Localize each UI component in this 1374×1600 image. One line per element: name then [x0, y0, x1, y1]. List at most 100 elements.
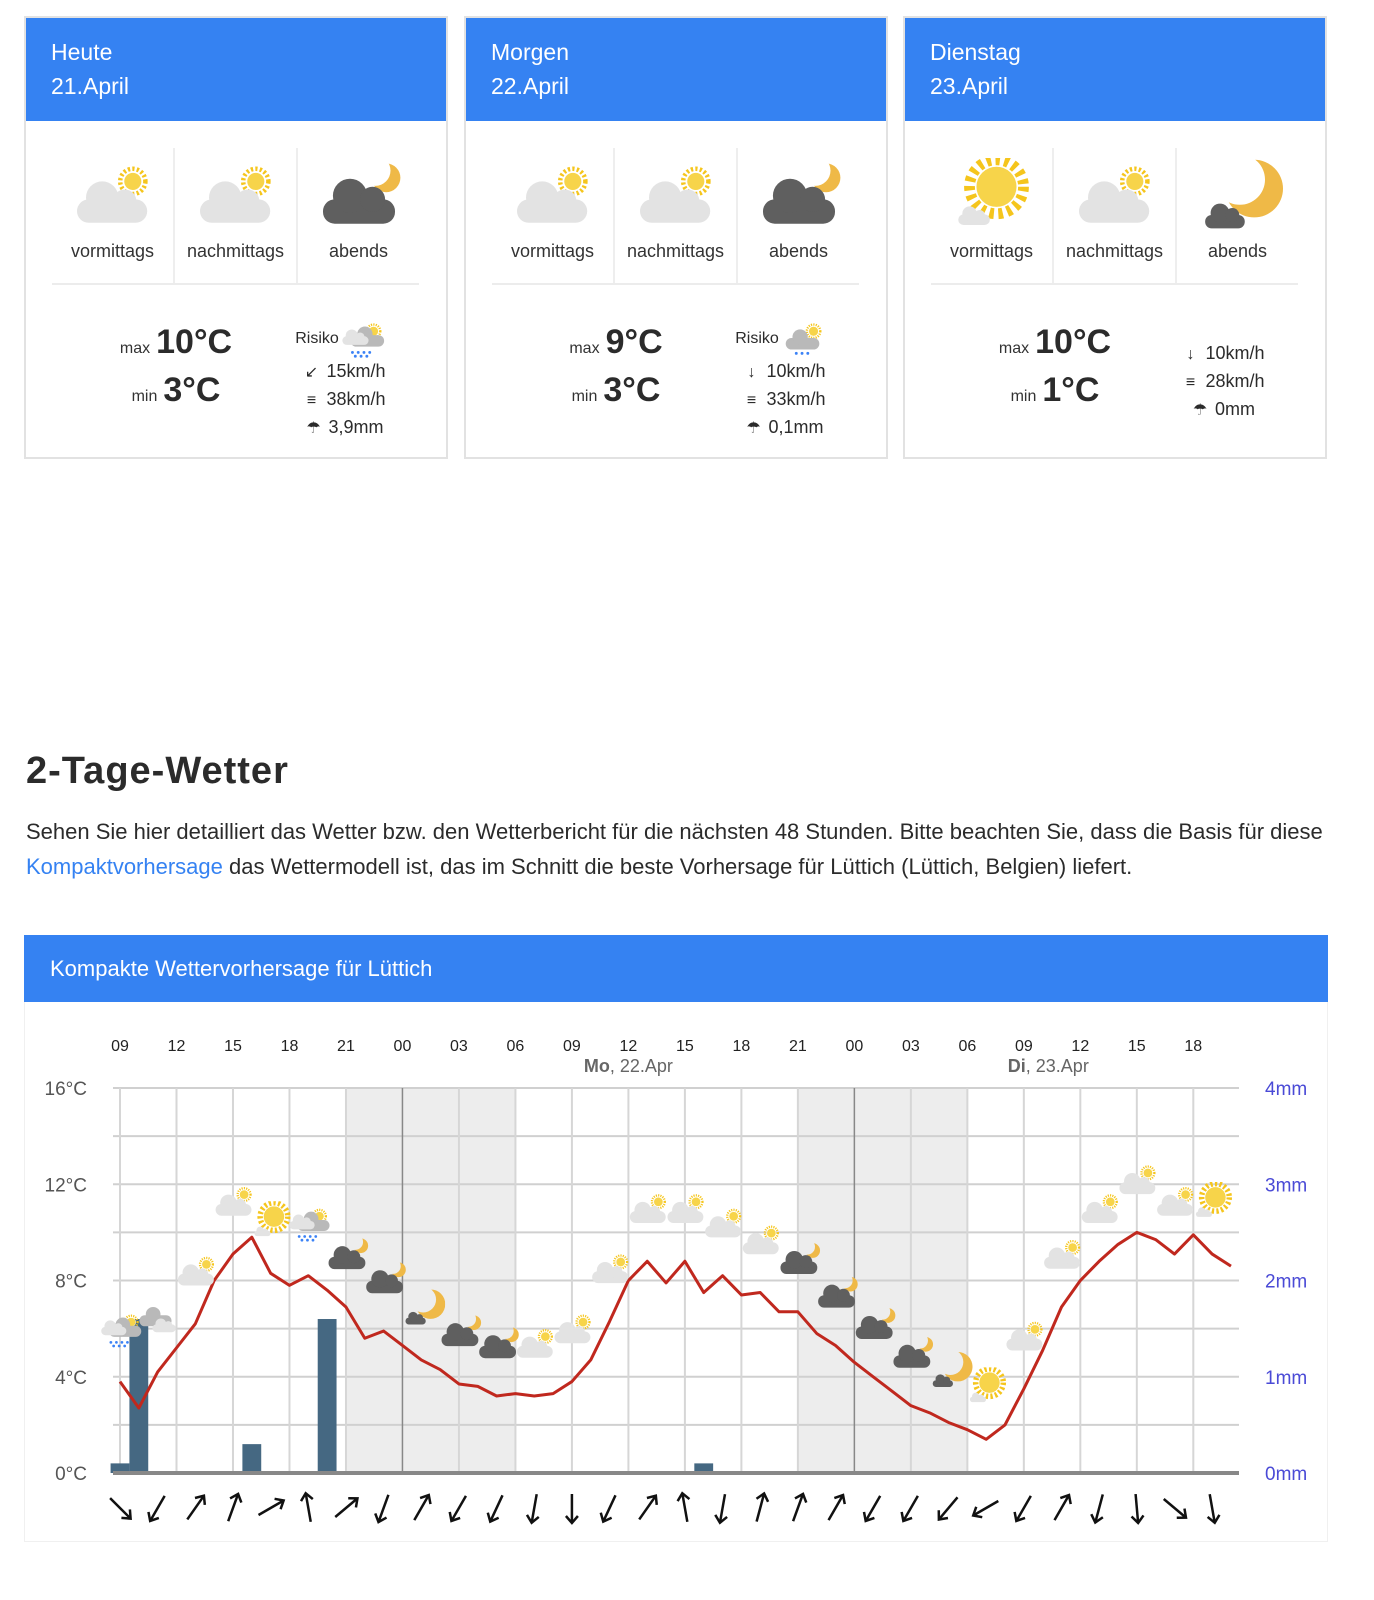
risk-label: Risiko [735, 329, 779, 347]
gust-row: ≡ 33km/h [706, 386, 856, 414]
card-date: 22.April [491, 73, 569, 99]
wind-arrow-head [971, 1506, 983, 1519]
period-label: abends [1207, 241, 1268, 261]
wind-arrow-head [833, 1493, 846, 1505]
card-day: Dienstag [930, 39, 1021, 65]
card-date: 23.April [930, 73, 1008, 99]
wind-arrow-head [121, 1509, 132, 1520]
period-abends: abends [738, 148, 859, 283]
wind-arrow-shaft [334, 1498, 358, 1518]
partly-icon [630, 1195, 666, 1223]
light-rain-icon [779, 318, 827, 358]
partly-icon [705, 1210, 741, 1238]
wind-arrow-icon [147, 1495, 166, 1523]
wind-arrow-icon [1206, 1493, 1221, 1525]
hour-tick: 06 [958, 1038, 976, 1055]
wind-arrow-shaft [413, 1495, 430, 1521]
wind-arrow-shaft [865, 1495, 882, 1521]
min-max: max 10°C min 3°C [76, 323, 276, 419]
wind-arrow-head [274, 1497, 286, 1510]
min-temp: 3°C [163, 371, 221, 409]
day-date: , 23.Apr [1026, 1056, 1089, 1076]
period-label: vormittags [70, 241, 155, 261]
y-left-tick: 12°C [45, 1175, 87, 1196]
wind-arrow-icon [525, 1493, 540, 1525]
precip-amount: 0mm [1215, 399, 1255, 419]
period-nachmittags: nachmittags [1054, 148, 1177, 283]
wind-arrow-icon [599, 1494, 617, 1524]
y-right-tick: 2mm [1265, 1272, 1307, 1293]
wind-arrow-head [1059, 1493, 1072, 1505]
y-left-tick: 16°C [45, 1079, 87, 1100]
night-cloudy-icon [314, 158, 404, 230]
y-right-tick: 1mm [1265, 1368, 1307, 1389]
day-card[interactable]: Dienstag 23.April vormittags nachmittags ab… [903, 16, 1327, 459]
day-card[interactable]: Heute 21.April vormittags nachmittags abend… [24, 16, 448, 459]
precip-row: ☂ 0mm [1145, 396, 1295, 424]
wind-arrow-shaft [1053, 1495, 1070, 1521]
wind-arrow-head [937, 1510, 949, 1521]
min-max: max 9°C min 3°C [516, 323, 716, 419]
wind-arrow-head [374, 1513, 388, 1524]
wind-arrow-shaft [149, 1495, 166, 1521]
wind-gust-icon: ≡ [746, 392, 757, 409]
min-label: min [1010, 388, 1037, 405]
temperature-line [118, 1230, 1232, 1441]
intro-paragraph: Sehen Sie hier detailliert das Wetter bz… [26, 815, 1326, 884]
hour-tick: 03 [450, 1038, 468, 1055]
hour-tick: 18 [281, 1038, 299, 1055]
sunny-icon [947, 158, 1037, 230]
wind-direction-icon: ↓ [1186, 346, 1195, 363]
umbrella-icon: ☂ [306, 420, 321, 437]
y-right-tick: 4mm [1265, 1079, 1307, 1100]
wind-arrow-icon [1090, 1494, 1104, 1525]
wind-arrow-icon [862, 1495, 882, 1523]
wind-arrow-shaft [681, 1493, 689, 1523]
wind-arrow-shaft [938, 1496, 959, 1520]
hour-tick: 21 [789, 1038, 807, 1055]
night-moon-icon [1193, 158, 1283, 230]
risk-label: Risiko [295, 329, 339, 347]
period-vormittags: vormittags [931, 148, 1054, 283]
night-cloudy-icon [754, 158, 844, 230]
hour-tick: 09 [563, 1038, 581, 1055]
wind-arrow-icon [1053, 1493, 1072, 1521]
wind-speed: 10km/h [766, 361, 826, 381]
hour-tick: 21 [337, 1038, 355, 1055]
wind-arrow-icon [714, 1493, 728, 1525]
chart-svg: 09 12 15 18 21 00 03 06 09 12 15 18 21 00 03 06 09 12 15 18… [45, 1038, 1307, 1525]
y-left-tick: 8°C [55, 1272, 87, 1293]
max-temp: 10°C [156, 323, 233, 361]
y-left-tick: 0°C [55, 1464, 87, 1485]
kompaktvorhersage-link[interactable]: Kompaktvorhersage [26, 853, 223, 879]
wind-arrow-icon [299, 1491, 314, 1523]
wind-arrow-head [229, 1492, 243, 1503]
partly-icon [517, 1330, 553, 1358]
wind-arrow-shaft [1015, 1495, 1032, 1521]
hour-tick: 09 [111, 1038, 129, 1055]
period-vormittags: vormittags [52, 148, 175, 283]
wind-arrow-icon [486, 1494, 504, 1524]
min-temp: 3°C [603, 371, 661, 409]
precip-amount: 0,1mm [768, 417, 824, 437]
wind-arrow-head [714, 1514, 728, 1525]
wind-arrow-shaft [304, 1493, 312, 1523]
partly-icon [1044, 1241, 1080, 1269]
wind-arrow-icon [638, 1494, 658, 1521]
wind-arrow-head [1013, 1511, 1026, 1523]
precip-amount: 3,9mm [328, 417, 384, 437]
day-weekday: Mo [584, 1056, 610, 1076]
wind-arrow-shaft [450, 1495, 468, 1521]
period-abends: abends [298, 148, 419, 283]
hour-tick: 03 [902, 1038, 920, 1055]
wind-arrow-shaft [257, 1499, 284, 1517]
wind-arrow-head [299, 1491, 314, 1502]
partly-cloudy-icon [631, 158, 721, 230]
umbrella-icon: ☂ [1192, 402, 1208, 419]
wind-arrow-shaft [791, 1494, 804, 1522]
period-label: nachmittags [626, 241, 725, 261]
day-card[interactable]: Morgen 22.April vormittags nachmittags aben… [464, 16, 888, 459]
wind-arrow-shaft [489, 1494, 504, 1522]
card-day: Heute [51, 39, 113, 65]
wind-arrow-head [900, 1511, 913, 1523]
